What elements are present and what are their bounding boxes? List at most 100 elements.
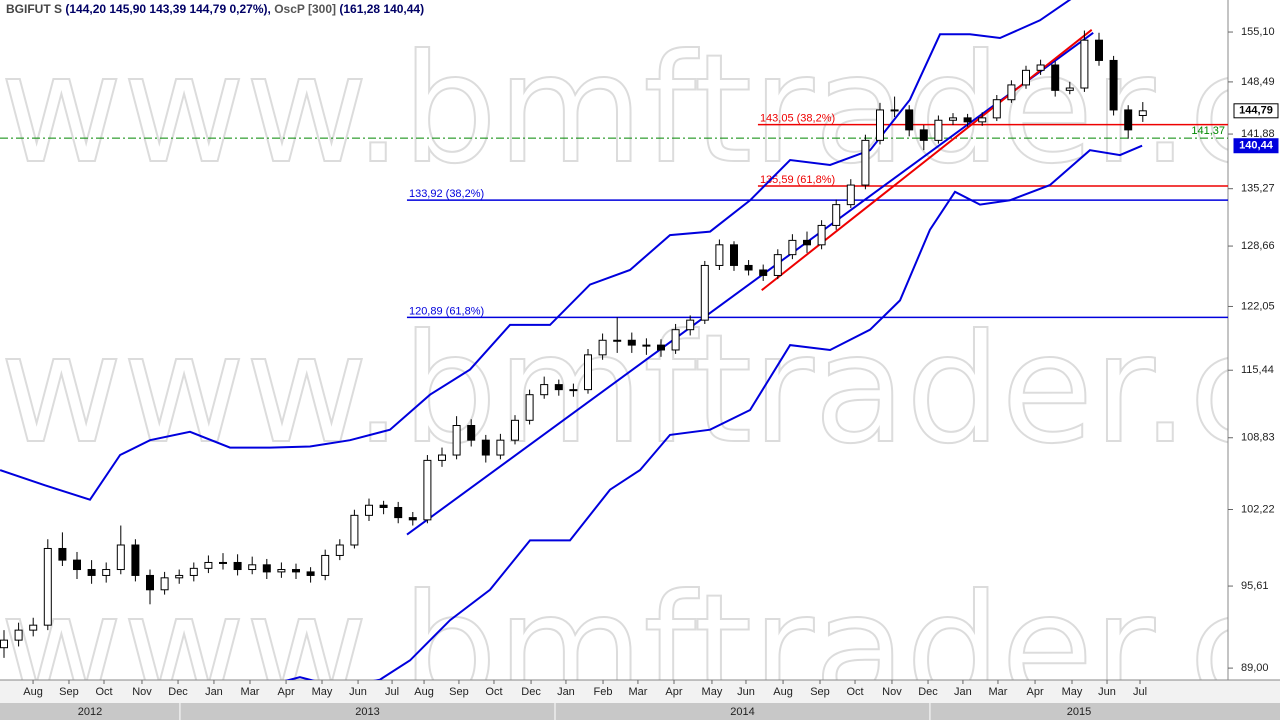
candle-body [934,119,943,141]
candle-body [204,561,213,569]
candle-body [554,384,563,391]
candle-body [335,544,344,556]
candle-body [452,425,461,456]
candle-body [379,504,388,508]
x-tick-label: Apr [665,686,682,698]
x-tick-label: Jun [1098,686,1116,698]
candle-body [992,99,1001,119]
candle-body [364,504,373,516]
band-line [0,0,1072,501]
x-tick-label: Apr [1026,686,1043,698]
y-tick-label: 95,61 [1241,580,1269,592]
x-tick-label: Dec [918,686,938,698]
candle-body [540,384,549,396]
y-tick-label: 155,10 [1241,26,1275,38]
x-tick-label: Mar [988,686,1007,698]
candle-body [0,639,9,649]
y-tick-label: 115,44 [1241,364,1274,376]
year-row [0,703,1280,720]
candle-body [1021,69,1030,86]
candle-body [510,419,519,441]
x-tick-label: Jan [557,686,575,698]
candle-body [408,517,417,521]
reference-label: 141,37 [1191,125,1225,137]
candle-body [218,561,227,564]
candle-body [1080,39,1089,89]
candle-body [919,129,928,141]
candle-body [58,547,67,561]
candle-body [759,269,768,276]
price-tag-label: 144,79 [1239,105,1273,117]
candle-body [1094,39,1103,61]
x-tick-label: May [1062,686,1083,698]
x-tick-label: Jul [1133,686,1147,698]
x-tick-label: Jul [385,686,399,698]
candle-body [802,239,811,246]
candle-body [423,459,432,521]
candle-body [145,574,154,591]
candle-body [613,339,622,342]
candle-body [875,109,884,141]
y-tick-label: 128,66 [1241,240,1275,252]
x-tick-label: Sep [59,686,79,698]
x-tick-label: Jan [954,686,972,698]
y-tick-label: 108,83 [1241,432,1275,444]
candle-body [321,554,330,576]
candle-body [846,184,855,206]
symbol: BGIFUT S [6,2,62,16]
candle-body [890,109,899,112]
candle-body [729,244,738,266]
candle-body [583,354,592,391]
trend-line [761,29,1093,291]
candle-body [715,244,724,266]
candle-body [1109,59,1118,111]
candle-body [116,544,125,571]
candle-body [671,329,680,351]
fib-label: 133,92 (38,2%) [409,188,484,200]
candle-body [1036,64,1045,71]
candle-body [73,559,82,571]
year-label: 2012 [78,706,102,718]
candle-body [160,577,169,591]
indicator-values: (161,28 140,44) [339,2,424,16]
x-tick-label: Nov [882,686,902,698]
candle-body [1007,84,1016,101]
year-label: 2014 [730,706,754,718]
candle-body [306,571,315,576]
candle-body [744,264,753,271]
candle-body [43,547,52,626]
candle-body [525,394,534,421]
candle-body [700,264,709,321]
x-tick-label: Oct [846,686,863,698]
x-tick-label: May [312,686,333,698]
price-tag-label: 140,44 [1239,140,1274,152]
x-tick-label: Mar [628,686,647,698]
candle-body [102,569,111,576]
candle-body [175,574,184,579]
candle-body [262,564,271,573]
candle-body [642,344,651,347]
candle-body [788,239,797,256]
candle-body [29,624,38,631]
fib-label: 143,05 (38,2%) [760,113,835,125]
y-tick-label: 122,05 [1241,300,1275,312]
x-tick-label: Mar [241,686,260,698]
fib-label: 135,59 (61,8%) [760,174,835,186]
x-tick-label: Dec [168,686,188,698]
candle-body [1138,110,1147,116]
price-tag [1233,103,1279,119]
price-tag [1233,138,1279,154]
candle-body [773,254,782,276]
y-tick-label: 89,00 [1241,662,1269,674]
x-tick-label: Apr [278,686,295,698]
candle-body [686,319,695,331]
candle-body [14,629,23,641]
x-tick-label: Dec [521,686,541,698]
x-tick-label: Jan [205,686,223,698]
candle-body [481,439,490,456]
x-tick-label: Oct [485,686,502,698]
x-tick-label: Oct [95,686,112,698]
candle-body [1065,87,1074,91]
